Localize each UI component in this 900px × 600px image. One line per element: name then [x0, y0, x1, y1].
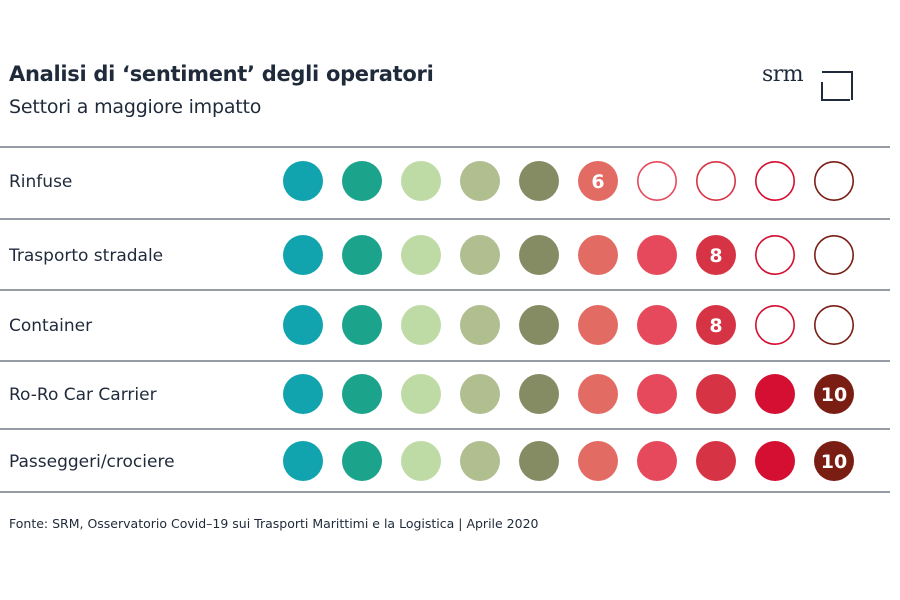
chart-subtitle: Settori a maggiore impatto — [9, 96, 262, 118]
sentiment-dot-filled — [814, 374, 854, 414]
sentiment-dot-empty — [695, 161, 736, 202]
sentiment-dot-filled — [578, 161, 618, 201]
sentiment-dot-filled — [637, 374, 677, 414]
sentiment-dot-filled — [342, 235, 382, 275]
sentiment-dot-empty — [813, 304, 854, 345]
source-note: Fonte: SRM, Osservatorio Covid–19 sui Tr… — [9, 516, 539, 531]
sentiment-dot-filled — [637, 235, 677, 275]
chart-row: Passeggeri/crociere 10 — [9, 441, 854, 481]
sentiment-value-label: 10 — [821, 451, 847, 473]
sentiment-dot-filled — [401, 441, 441, 481]
row-label: Passeggeri/crociere — [9, 452, 175, 472]
row-label: Rinfuse — [9, 172, 72, 192]
sentiment-dot-empty — [636, 161, 677, 202]
sentiment-dot-filled — [342, 374, 382, 414]
srm-logo: srm — [762, 62, 857, 104]
sentiment-dot-filled — [460, 441, 500, 481]
chart-row: Container 8 — [9, 304, 854, 345]
sentiment-dot-empty — [754, 304, 795, 345]
sentiment-dot-filled — [755, 441, 795, 481]
logo-text: srm — [762, 62, 804, 87]
sentiment-value-label: 10 — [821, 384, 847, 406]
sentiment-dot-filled — [519, 235, 559, 275]
row-label: Ro-Ro Car Carrier — [9, 385, 157, 405]
sentiment-dot-filled — [519, 374, 559, 414]
chart-row: Ro-Ro Car Carrier 10 — [9, 374, 854, 414]
sentiment-dot-filled — [696, 374, 736, 414]
sentiment-dot-filled — [283, 374, 323, 414]
sentiment-dot-filled — [519, 441, 559, 481]
sentiment-dot-filled — [637, 305, 677, 345]
sentiment-dot-filled — [578, 305, 618, 345]
sentiment-dot-filled — [696, 235, 736, 275]
sentiment-dot-filled — [460, 161, 500, 201]
sentiment-dot-filled — [578, 374, 618, 414]
sentiment-dot-filled — [578, 235, 618, 275]
sentiment-dot-filled — [519, 161, 559, 201]
sentiment-value-label: 6 — [591, 171, 604, 193]
sentiment-dot-filled — [283, 441, 323, 481]
chart-title: Analisi di ‘sentiment’ degli operatori — [9, 62, 434, 86]
sentiment-dot-filled — [342, 161, 382, 201]
sentiment-dot-filled — [637, 441, 677, 481]
sentiment-dot-filled — [342, 305, 382, 345]
sentiment-dot-filled — [519, 305, 559, 345]
chart-row: Trasporto stradale 8 — [8, 235, 854, 276]
sentiment-dot-empty — [754, 235, 795, 276]
sentiment-dot-filled — [460, 235, 500, 275]
sentiment-dot-empty — [813, 161, 854, 202]
sentiment-dot-filled — [342, 441, 382, 481]
sentiment-dot-filled — [696, 305, 736, 345]
sentiment-value-label: 8 — [709, 245, 722, 267]
sentiment-dot-filled — [578, 441, 618, 481]
sentiment-dot-filled — [460, 374, 500, 414]
row-label: Container — [9, 316, 92, 336]
chart-row: Rinfuse 6 — [9, 161, 854, 202]
sentiment-value-label: 8 — [709, 315, 722, 337]
sentiment-dot-filled — [755, 374, 795, 414]
sentiment-dot-empty — [754, 161, 795, 202]
sentiment-dot-filled — [401, 305, 441, 345]
sentiment-dot-filled — [814, 441, 854, 481]
row-label: Trasporto stradale — [8, 246, 163, 266]
sentiment-dot-filled — [696, 441, 736, 481]
sentiment-dot-filled — [401, 235, 441, 275]
sentiment-dot-filled — [401, 374, 441, 414]
sentiment-dot-filled — [283, 305, 323, 345]
sentiment-dot-filled — [283, 161, 323, 201]
sentiment-dot-filled — [283, 235, 323, 275]
logo-bracket-icon — [821, 71, 853, 101]
sentiment-dot-empty — [813, 235, 854, 276]
sentiment-dot-filled — [460, 305, 500, 345]
sentiment-dot-filled — [401, 161, 441, 201]
